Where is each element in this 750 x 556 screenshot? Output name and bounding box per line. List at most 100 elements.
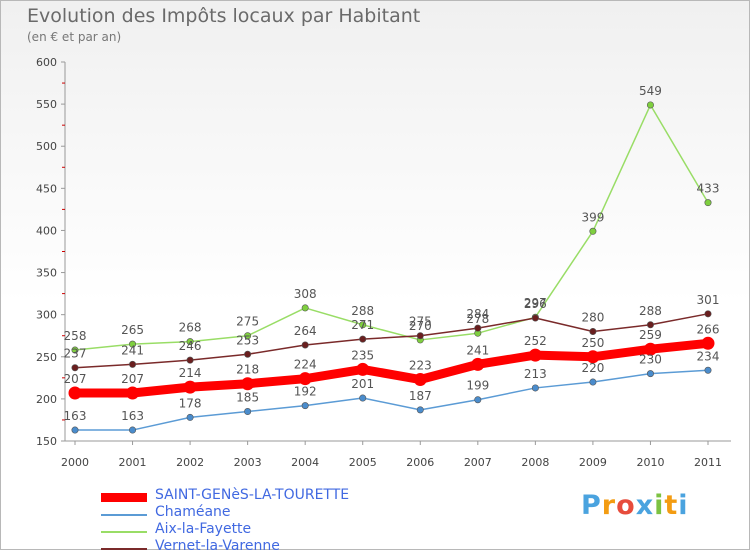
data-label: 163: [121, 409, 144, 423]
data-point: [646, 101, 654, 109]
data-point: [586, 350, 600, 364]
data-point: [71, 364, 79, 372]
data-label: 234: [697, 349, 720, 363]
chart-subtitle: (en € et par an): [27, 30, 122, 44]
data-point: [704, 310, 712, 318]
data-label: 266: [697, 322, 720, 336]
data-label: 433: [697, 182, 720, 196]
data-point: [416, 406, 424, 414]
data-point: [646, 321, 654, 329]
data-point: [129, 340, 137, 348]
logo-letter: r: [601, 490, 617, 521]
data-point: [704, 199, 712, 207]
data-label: 288: [639, 304, 662, 318]
data-label: 192: [294, 385, 317, 399]
data-label: 253: [236, 333, 259, 347]
data-label: 549: [639, 84, 662, 98]
data-label: 275: [409, 315, 432, 329]
data-point: [589, 227, 597, 235]
data-label: 220: [581, 361, 604, 375]
data-point: [704, 366, 712, 374]
data-label: 275: [236, 315, 259, 329]
data-label: 207: [64, 372, 87, 386]
data-label: 270: [409, 319, 432, 333]
data-label: 241: [466, 343, 489, 357]
data-label: 280: [581, 311, 604, 325]
data-point: [298, 372, 312, 386]
data-label: 252: [524, 334, 547, 348]
chart-title: Evolution des Impôts locaux par Habitant: [27, 5, 421, 27]
y-tick-label: 400: [36, 224, 57, 237]
proxiti-logo: Proxiti: [581, 490, 689, 521]
y-tick-label: 600: [36, 56, 57, 69]
data-point: [244, 332, 252, 340]
legend-label: SAINT-GENèS-LA-TOURETTE: [155, 487, 350, 503]
data-point: [474, 324, 482, 332]
x-tick-label: 2008: [521, 456, 549, 469]
data-label: 235: [351, 348, 374, 362]
data-label: 268: [179, 321, 202, 335]
data-point: [356, 362, 370, 376]
legend-label: Vernet-la-Varenne: [155, 538, 280, 554]
data-point: [244, 408, 252, 416]
data-point: [474, 396, 482, 404]
data-label: 224: [294, 358, 317, 372]
data-point: [589, 378, 597, 386]
y-tick-label: 300: [36, 309, 57, 322]
logo-letter: t: [664, 490, 679, 521]
x-tick-label: 2002: [176, 456, 204, 469]
y-tick-label: 550: [36, 98, 57, 111]
data-point: [71, 346, 79, 354]
data-label: 297: [524, 296, 547, 310]
data-point: [301, 341, 309, 349]
data-label: 265: [121, 323, 144, 337]
data-label: 301: [697, 293, 720, 307]
data-point: [643, 342, 657, 356]
data-label: 223: [409, 359, 432, 373]
data-point: [126, 386, 140, 400]
data-point: [359, 394, 367, 402]
data-point: [241, 377, 255, 391]
x-tick-label: 2009: [579, 456, 607, 469]
data-label: 237: [64, 347, 87, 361]
x-tick-label: 2003: [234, 456, 262, 469]
data-label: 163: [64, 409, 87, 423]
y-tick-label: 250: [36, 351, 57, 364]
legend-swatch: [101, 514, 147, 516]
x-tick-label: 2007: [464, 456, 492, 469]
data-point: [129, 360, 137, 368]
data-point: [71, 426, 79, 434]
series-line-cham-ane: [74, 369, 709, 431]
y-tick-label: 200: [36, 393, 57, 406]
data-label: 230: [639, 353, 662, 367]
legend-label: Aix-la-Fayette: [155, 521, 252, 537]
data-point: [183, 380, 197, 394]
x-tick-label: 2010: [636, 456, 664, 469]
data-label: 258: [64, 329, 87, 343]
data-point: [186, 356, 194, 364]
data-label: 213: [524, 367, 547, 381]
logo-letter: P: [581, 490, 602, 521]
data-point: [701, 336, 715, 350]
legend-swatch: [101, 548, 147, 550]
series-line-saint-gen-s-la-tourette: [70, 338, 713, 398]
data-label: 185: [236, 391, 259, 405]
y-tick-label: 350: [36, 267, 57, 280]
x-tick-label: 2000: [61, 456, 89, 469]
data-point: [416, 332, 424, 340]
series-line-aix-la-fayette: [74, 104, 709, 351]
x-tick-label: 2001: [119, 456, 147, 469]
data-label: 178: [179, 396, 202, 410]
logo-letter: x: [635, 490, 655, 521]
data-point: [471, 357, 485, 371]
data-point: [301, 402, 309, 410]
data-point: [359, 335, 367, 343]
data-point: [186, 413, 194, 421]
data-point: [528, 348, 542, 362]
logo-letter: i: [678, 490, 689, 521]
data-point: [129, 426, 137, 434]
y-tick-label: 150: [36, 435, 57, 448]
legend-swatch: [101, 493, 147, 502]
